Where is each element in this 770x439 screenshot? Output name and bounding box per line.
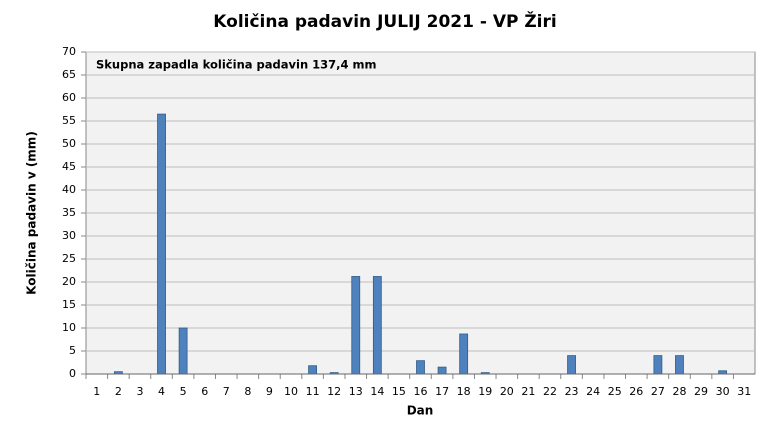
x-tick-label: 13 bbox=[349, 385, 363, 398]
y-tick-label: 60 bbox=[62, 91, 76, 104]
chart-title: Količina padavin JULIJ 2021 - VP Žiri bbox=[213, 10, 556, 32]
x-tick-label: 1 bbox=[93, 385, 100, 398]
x-tick-label: 6 bbox=[201, 385, 208, 398]
x-tick-label: 18 bbox=[457, 385, 471, 398]
y-tick-label: 70 bbox=[62, 45, 76, 58]
y-axis-title: Količina padavin v (mm) bbox=[25, 131, 39, 295]
bar bbox=[459, 333, 469, 375]
x-tick-label: 17 bbox=[435, 385, 449, 398]
x-tick-label: 21 bbox=[521, 385, 535, 398]
bar bbox=[675, 355, 684, 375]
bar bbox=[416, 360, 425, 375]
y-tick-label: 30 bbox=[62, 229, 76, 242]
y-tick-label: 15 bbox=[62, 298, 76, 311]
x-tick-label: 14 bbox=[370, 385, 384, 398]
y-tick-label: 35 bbox=[62, 206, 76, 219]
y-tick-label: 0 bbox=[69, 367, 76, 380]
bar bbox=[437, 366, 447, 375]
bar bbox=[567, 355, 576, 375]
x-tick-label: 12 bbox=[327, 385, 341, 398]
x-tick-label: 7 bbox=[223, 385, 230, 398]
x-tick-label: 8 bbox=[244, 385, 251, 398]
x-tick-label: 31 bbox=[737, 385, 751, 398]
x-tick-label: 15 bbox=[392, 385, 406, 398]
x-tick-label: 26 bbox=[629, 385, 643, 398]
x-tick-label: 19 bbox=[478, 385, 492, 398]
x-axis-title: Dan bbox=[407, 404, 434, 418]
x-tick-label: 22 bbox=[543, 385, 557, 398]
y-tick-label: 50 bbox=[62, 137, 76, 150]
x-tick-label: 30 bbox=[716, 385, 730, 398]
x-tick-label: 20 bbox=[500, 385, 514, 398]
y-tick-label: 25 bbox=[62, 252, 76, 265]
x-tick-label: 5 bbox=[180, 385, 187, 398]
x-tick-label: 9 bbox=[266, 385, 273, 398]
bar bbox=[157, 113, 166, 375]
y-tick-label: 45 bbox=[62, 160, 76, 173]
x-tick-label: 29 bbox=[694, 385, 708, 398]
y-tick-label: 10 bbox=[62, 321, 76, 334]
x-tick-label: 2 bbox=[115, 385, 122, 398]
annotation: Skupna zapadla količina padavin 137,4 mm bbox=[96, 58, 376, 72]
x-tick-label: 25 bbox=[608, 385, 622, 398]
y-tick-label: 65 bbox=[62, 68, 76, 81]
y-tick-label: 55 bbox=[62, 114, 76, 127]
y-tick-label: 40 bbox=[62, 183, 76, 196]
x-tick-label: 4 bbox=[158, 385, 165, 398]
x-tick-label: 3 bbox=[136, 385, 143, 398]
bar bbox=[308, 365, 317, 375]
x-tick-label: 16 bbox=[414, 385, 428, 398]
bar bbox=[653, 355, 663, 375]
bar bbox=[351, 276, 361, 375]
x-tick-label: 27 bbox=[651, 385, 665, 398]
y-tick-label: 5 bbox=[69, 344, 76, 357]
x-tick-label: 28 bbox=[672, 385, 686, 398]
bar bbox=[372, 276, 382, 375]
x-tick-label: 11 bbox=[306, 385, 320, 398]
x-tick-label: 24 bbox=[586, 385, 600, 398]
bar bbox=[178, 327, 188, 375]
x-tick-label: 23 bbox=[565, 385, 579, 398]
y-tick-label: 20 bbox=[62, 275, 76, 288]
x-tick-label: 10 bbox=[284, 385, 298, 398]
